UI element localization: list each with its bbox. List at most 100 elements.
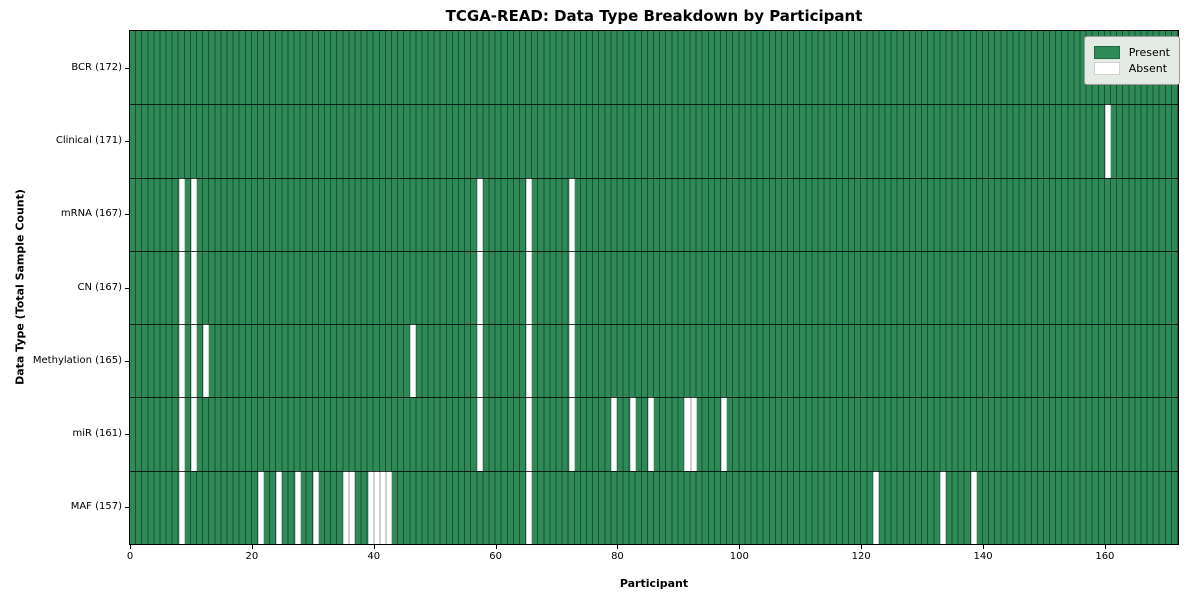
row-divider — [130, 104, 1178, 106]
absent-cell — [684, 397, 691, 471]
y-tick-mark — [125, 140, 129, 142]
absent-cell — [190, 397, 197, 471]
absent-cell — [568, 250, 575, 325]
absent-cell — [178, 324, 185, 398]
absent-cell — [568, 397, 575, 471]
row-divider — [130, 470, 1178, 472]
absent-cell — [477, 324, 484, 398]
absent-cell — [721, 397, 728, 471]
x-axis-label: Participant — [619, 577, 689, 590]
absent-cell — [526, 324, 533, 398]
absent-cell — [257, 470, 265, 544]
heatmap-row-Clinical — [130, 104, 1178, 178]
absent-cell — [343, 470, 350, 544]
y-tick-label: Clinical (171) — [55, 134, 122, 146]
x-tick-mark — [373, 545, 375, 549]
row-divider — [130, 250, 1178, 252]
legend-swatch-absent — [1093, 62, 1120, 75]
absent-cell — [190, 324, 197, 398]
absent-cell — [373, 470, 380, 544]
x-tick-label: 120 — [851, 551, 871, 562]
x-tick-mark — [617, 545, 619, 549]
heatmap-row-BCR — [130, 31, 1178, 105]
heatmap-row-miR — [130, 397, 1178, 471]
y-tick-mark — [125, 507, 129, 509]
x-tick-label: 60 — [489, 551, 502, 562]
x-tick-mark — [739, 545, 741, 549]
heatmap-row-CN — [130, 250, 1178, 325]
absent-cell — [477, 397, 484, 471]
x-tick-mark — [1104, 545, 1106, 549]
chart-title: TCGA-READ: Data Type Breakdown by Partic… — [445, 7, 863, 25]
absent-cell — [294, 470, 301, 544]
absent-cell — [203, 324, 210, 398]
row-divider — [130, 397, 1178, 399]
absent-cell — [312, 470, 319, 544]
x-tick-mark — [861, 545, 863, 549]
absent-cell — [970, 470, 977, 544]
x-tick-label: 80 — [611, 551, 624, 562]
absent-cell — [568, 324, 575, 398]
absent-cell — [178, 250, 185, 325]
absent-cell — [178, 470, 185, 544]
row-divider — [130, 324, 1178, 326]
absent-cell — [568, 177, 575, 251]
heatmap-row-Methylation — [130, 324, 1178, 398]
absent-cell — [190, 177, 197, 251]
absent-cell — [940, 470, 947, 544]
legend-label: Absent — [1128, 62, 1168, 75]
y-tick-mark — [125, 67, 129, 69]
absent-cell — [647, 397, 654, 471]
absent-cell — [526, 250, 533, 325]
y-tick-mark — [125, 434, 129, 436]
y-tick-mark — [125, 214, 129, 216]
row-divider — [130, 177, 1178, 179]
y-tick-label: Methylation (165) — [32, 354, 122, 366]
x-tick-label: 140 — [973, 551, 993, 562]
x-tick-mark — [130, 545, 131, 549]
y-tick-label: MAF (157) — [70, 501, 122, 513]
legend: Present Absent — [1083, 36, 1180, 85]
absent-cell — [349, 470, 356, 544]
absent-cell — [526, 397, 533, 471]
participant-grid-lines — [130, 31, 1178, 544]
x-tick-label: 100 — [729, 551, 749, 562]
x-tick-label: 160 — [1095, 551, 1115, 562]
x-tick-label: 20 — [245, 551, 259, 562]
absent-cell — [276, 470, 283, 544]
heatmap-row-MAF — [130, 470, 1178, 544]
absent-cell — [873, 470, 880, 544]
x-tick-mark — [983, 545, 985, 549]
y-tick-label: CN (167) — [77, 281, 122, 293]
x-tick-mark — [251, 545, 253, 549]
absent-cell — [385, 470, 392, 544]
legend-item-absent: Absent — [1093, 62, 1170, 75]
absent-cell — [526, 177, 533, 251]
y-tick-mark — [125, 287, 129, 289]
absent-cell — [178, 397, 185, 471]
x-tick-mark — [495, 545, 497, 549]
absent-cell — [178, 177, 185, 251]
y-tick-mark — [125, 360, 129, 362]
legend-label: Present — [1128, 46, 1170, 59]
legend-swatch-present — [1093, 46, 1120, 59]
absent-cell — [611, 397, 618, 471]
absent-cell — [629, 397, 636, 471]
absent-cell — [690, 397, 697, 471]
absent-cell — [477, 250, 484, 325]
y-tick-label: mRNA (167) — [60, 208, 122, 220]
y-tick-label: BCR (172) — [71, 61, 122, 73]
absent-cell — [410, 324, 417, 398]
absent-cell — [190, 250, 197, 325]
absent-cell — [379, 470, 386, 544]
heatmap-row-mRNA — [130, 177, 1178, 251]
y-tick-label: miR (161) — [72, 428, 122, 440]
x-tick-label: 0 — [126, 551, 134, 562]
absent-cell — [526, 470, 533, 544]
x-tick-label: 40 — [367, 551, 381, 562]
absent-cell — [1104, 104, 1111, 178]
absent-cell — [477, 177, 484, 251]
absent-cell — [367, 470, 374, 544]
plot-area — [129, 30, 1179, 545]
